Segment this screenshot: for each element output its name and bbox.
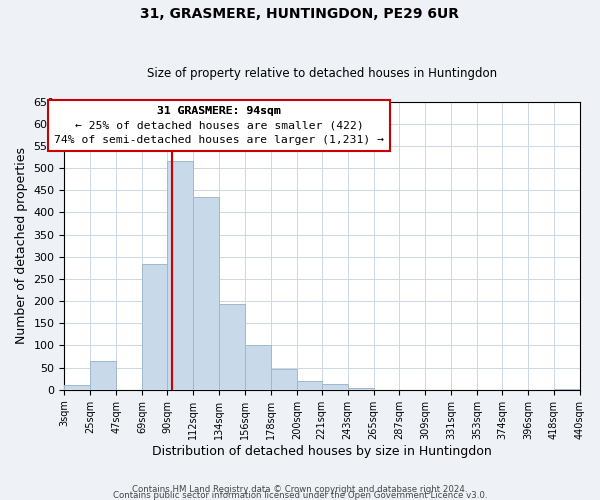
Text: 31, GRASMERE, HUNTINGDON, PE29 6UR: 31, GRASMERE, HUNTINGDON, PE29 6UR bbox=[140, 8, 460, 22]
Bar bbox=[347, 388, 374, 390]
Text: 31 GRASMERE: 94sqm: 31 GRASMERE: 94sqm bbox=[157, 106, 281, 116]
Bar bbox=[554, 388, 580, 390]
Title: Size of property relative to detached houses in Huntingdon: Size of property relative to detached ho… bbox=[147, 66, 497, 80]
Text: 31 GRASMERE: 94sqm
← 25% of detached houses are smaller (422)
74% of semi-detach: 31 GRASMERE: 94sqm ← 25% of detached hou… bbox=[54, 106, 384, 146]
Bar bbox=[245, 344, 271, 390]
Text: Contains HM Land Registry data © Crown copyright and database right 2024.: Contains HM Land Registry data © Crown c… bbox=[132, 484, 468, 494]
Bar bbox=[91, 361, 116, 390]
Bar bbox=[219, 304, 245, 390]
Text: Contains public sector information licensed under the Open Government Licence v3: Contains public sector information licen… bbox=[113, 490, 487, 500]
Bar bbox=[64, 386, 91, 390]
Bar bbox=[322, 384, 347, 390]
X-axis label: Distribution of detached houses by size in Huntingdon: Distribution of detached houses by size … bbox=[152, 444, 492, 458]
Bar bbox=[142, 264, 167, 390]
Bar bbox=[167, 162, 193, 390]
Bar bbox=[297, 381, 322, 390]
Bar bbox=[271, 369, 297, 390]
Y-axis label: Number of detached properties: Number of detached properties bbox=[15, 147, 28, 344]
Bar bbox=[193, 197, 219, 390]
